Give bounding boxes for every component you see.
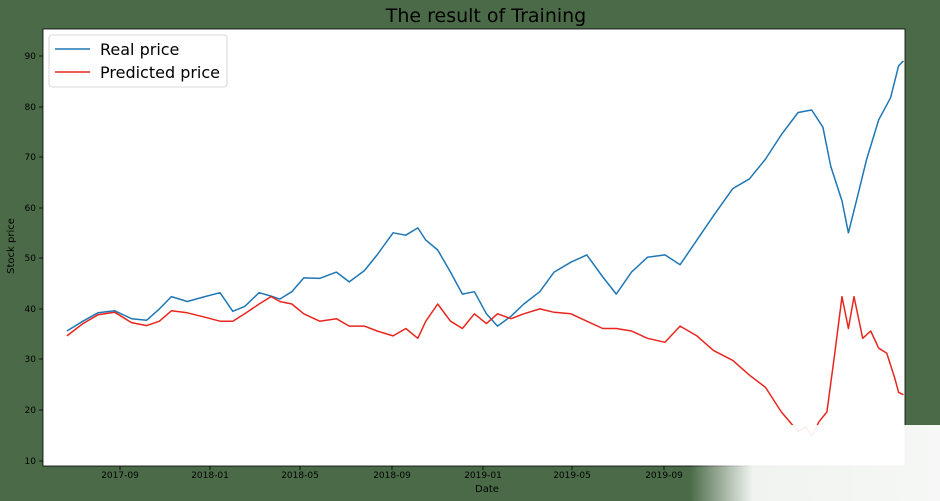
- legend-label: Predicted price: [100, 63, 220, 82]
- y-tick-label: 50: [25, 254, 37, 264]
- x-tick-label: 2018-01: [191, 471, 229, 481]
- x-axis-label: Date: [475, 484, 499, 495]
- y-tick-80: 80: [25, 103, 43, 113]
- y-tick-label: 60: [25, 204, 37, 214]
- x-tick-2019-01: 2019-01: [464, 466, 502, 481]
- x-tick-label: 2017-09: [101, 471, 139, 481]
- x-tick-label: 2018-09: [373, 471, 411, 481]
- series-line-predicted-price: [66, 295, 904, 438]
- legend-item-real-price: Real price: [55, 40, 179, 59]
- y-tick-label: 90: [25, 52, 37, 62]
- x-tick-label: 2019-09: [645, 471, 683, 481]
- chart-title: The result of Training: [385, 5, 587, 27]
- y-axis-label: Stock price: [6, 218, 17, 274]
- x-tick-2019-09: 2019-09: [645, 466, 683, 481]
- y-tick-label: 40: [25, 305, 37, 315]
- legend-box: [48, 34, 228, 88]
- y-tick-60: 60: [25, 204, 43, 214]
- y-tick-70: 70: [25, 153, 43, 163]
- y-tick-10: 10: [25, 457, 43, 467]
- y-tick-90: 90: [25, 52, 43, 62]
- y-tick-label: 80: [25, 103, 37, 113]
- y-tick-label: 10: [25, 457, 37, 467]
- legend-label: Real price: [100, 40, 179, 59]
- y-tick-20: 20: [25, 406, 43, 416]
- y-tick-40: 40: [25, 305, 43, 315]
- y-tick-50: 50: [25, 254, 43, 264]
- x-tick-2018-09: 2018-09: [373, 466, 411, 481]
- legend: Real price Predicted price: [48, 34, 228, 88]
- y-tick-label: 20: [25, 406, 37, 416]
- plot-area: [42, 28, 906, 467]
- x-tick-label: 2019-01: [464, 471, 502, 481]
- x-tick-2018-01: 2018-01: [191, 466, 229, 481]
- x-tick-2017-09: 2017-09: [101, 466, 139, 481]
- x-tick-label: 2019-05: [553, 471, 591, 481]
- series-layer: [66, 60, 904, 438]
- legend-item-predicted-price: Predicted price: [55, 63, 220, 82]
- series-line-real-price: [66, 60, 904, 332]
- x-tick-2019-05: 2019-05: [553, 466, 591, 481]
- x-tick-2018-05: 2018-05: [281, 466, 319, 481]
- y-tick-30: 30: [25, 355, 43, 365]
- y-tick-label: 30: [25, 355, 37, 365]
- x-tick-label: 2018-05: [281, 471, 319, 481]
- y-tick-label: 70: [25, 153, 37, 163]
- watermark-overlay: [690, 425, 940, 501]
